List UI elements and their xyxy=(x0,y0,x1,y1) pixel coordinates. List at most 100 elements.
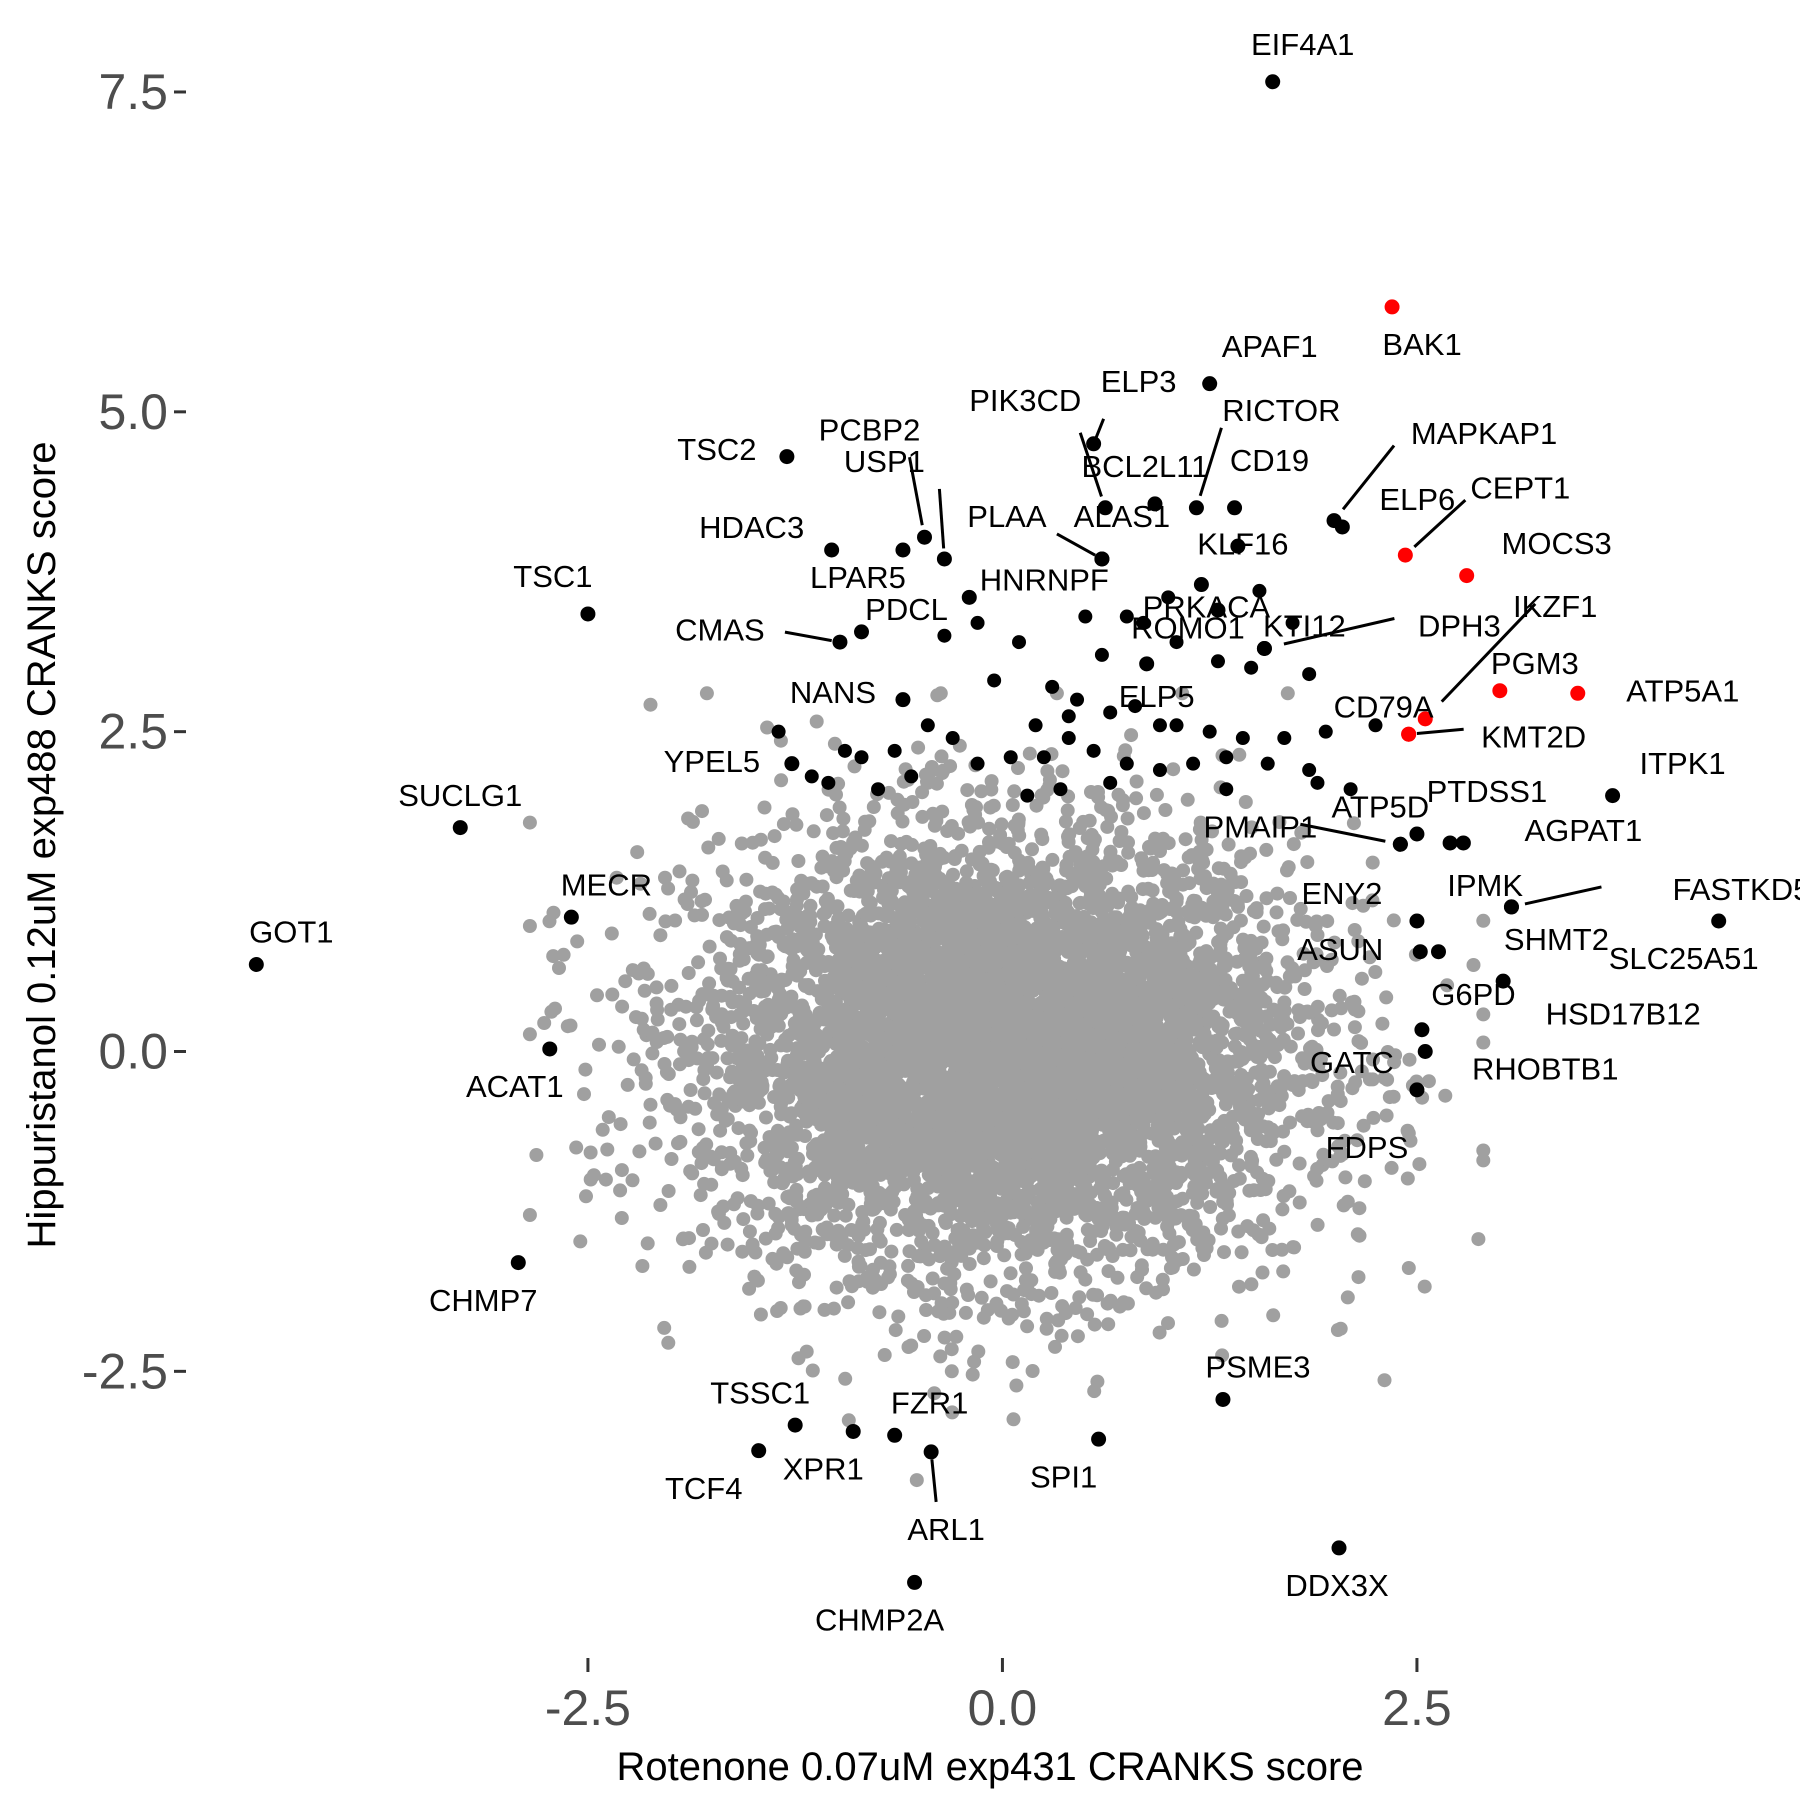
background-gene-point xyxy=(978,1225,993,1239)
background-gene-point xyxy=(829,1237,844,1252)
background-gene-point xyxy=(1366,1110,1381,1125)
background-gene-point xyxy=(837,1248,852,1263)
background-gene-point xyxy=(1011,761,1025,775)
background-gene-point xyxy=(1221,837,1236,852)
background-gene-point xyxy=(649,996,664,1011)
background-gene-point xyxy=(696,1223,710,1237)
background-gene-point xyxy=(625,963,640,978)
background-gene-point xyxy=(1173,1118,1188,1132)
background-gene-point xyxy=(789,817,804,832)
background-gene-point xyxy=(672,864,687,879)
background-gene-point xyxy=(1185,1209,1200,1224)
background-gene-point xyxy=(1270,980,1285,995)
background-gene-point xyxy=(1267,1050,1282,1065)
background-gene-point xyxy=(1310,1123,1325,1138)
background-gene-point xyxy=(1245,1037,1260,1052)
background-gene-point xyxy=(732,1007,747,1022)
background-gene-point xyxy=(648,1136,663,1151)
background-gene-point xyxy=(1377,1373,1392,1388)
background-gene-point xyxy=(522,919,537,933)
background-gene-point xyxy=(817,859,832,874)
background-gene-point xyxy=(1243,1123,1258,1138)
background-gene-point xyxy=(773,1038,788,1053)
background-gene-point xyxy=(701,840,716,855)
background-gene-point xyxy=(975,1213,990,1228)
background-gene-point xyxy=(893,875,908,890)
background-gene-point xyxy=(786,1025,801,1040)
background-gene-point xyxy=(989,1239,1004,1253)
background-gene-point xyxy=(583,1145,598,1160)
background-gene-point xyxy=(750,1273,765,1288)
background-gene-point xyxy=(746,1004,761,1018)
background-gene-point xyxy=(841,1295,856,1310)
background-gene-point xyxy=(664,1152,679,1166)
background-gene-point xyxy=(725,974,740,989)
background-gene-point xyxy=(933,1349,948,1364)
background-gene-point xyxy=(657,1320,672,1335)
background-gene-point xyxy=(1166,762,1181,777)
background-gene-point xyxy=(873,1234,888,1249)
background-gene-point xyxy=(1161,1316,1175,1331)
background-gene-point xyxy=(1081,932,1096,947)
background-gene-point xyxy=(736,1212,751,1227)
background-gene-point xyxy=(1160,1189,1174,1204)
background-gene-point xyxy=(796,1299,811,1314)
background-gene-point xyxy=(1078,1272,1093,1287)
background-gene-point xyxy=(905,837,919,852)
background-gene-point xyxy=(919,1303,934,1317)
background-gene-point xyxy=(1152,1325,1167,1340)
background-gene-point xyxy=(1226,920,1241,935)
background-gene-point xyxy=(940,1261,955,1276)
background-gene-point xyxy=(1022,746,1037,761)
background-gene-point xyxy=(1332,988,1347,1003)
background-gene-point xyxy=(1324,1003,1339,1018)
background-gene-point xyxy=(982,835,996,850)
background-gene-point xyxy=(767,829,782,844)
background-gene-point xyxy=(1321,1094,1336,1109)
background-gene-point xyxy=(1336,1198,1351,1213)
background-gene-point xyxy=(1366,1052,1380,1067)
background-gene-point xyxy=(693,1188,708,1203)
background-gene-point xyxy=(1333,1065,1348,1080)
background-gene-point xyxy=(1345,896,1360,911)
background-gene-point xyxy=(1270,886,1285,901)
background-gene-point xyxy=(1025,1364,1040,1378)
background-gene-point xyxy=(672,1057,687,1072)
background-gene-point xyxy=(739,872,754,887)
background-gene-point xyxy=(635,1259,650,1273)
background-gene-point xyxy=(1005,798,1020,812)
background-gene-point xyxy=(1382,1090,1397,1105)
background-gene-point xyxy=(720,1237,735,1252)
background-gene-point xyxy=(1012,828,1027,843)
background-gene-point xyxy=(1124,728,1139,743)
background-gene-point xyxy=(1417,1279,1432,1294)
background-gene-point xyxy=(1351,1270,1366,1285)
background-gene-point xyxy=(1001,1311,1016,1326)
background-gene-point xyxy=(1185,1186,1200,1201)
background-gene-point xyxy=(806,1140,820,1155)
background-gene-point xyxy=(820,891,835,906)
background-gene-point xyxy=(1058,814,1073,829)
background-gene-point xyxy=(579,1189,593,1204)
background-gene-point xyxy=(805,1363,820,1378)
background-gene-point xyxy=(650,1012,665,1027)
background-gene-point xyxy=(605,987,620,1002)
background-gene-point xyxy=(1300,855,1315,870)
background-gene-point xyxy=(925,1271,940,1286)
background-gene-point xyxy=(757,984,772,998)
background-gene-point xyxy=(841,1413,856,1428)
background-gene-point xyxy=(851,1259,866,1274)
background-gene-point xyxy=(1294,825,1309,840)
background-gene-point xyxy=(858,1243,873,1258)
background-gene-point xyxy=(614,1163,629,1178)
background-gene-point xyxy=(1135,1262,1149,1277)
background-gene-point xyxy=(1225,874,1240,889)
background-gene-point xyxy=(1242,1183,1257,1198)
background-gene-point xyxy=(1034,827,1049,842)
background-gene-point xyxy=(673,1134,688,1149)
background-gene-point xyxy=(774,773,789,788)
background-gene-point xyxy=(893,865,908,880)
background-gene-point xyxy=(1101,1317,1116,1332)
background-gene-point xyxy=(765,855,780,870)
background-gene-point xyxy=(983,1274,998,1289)
